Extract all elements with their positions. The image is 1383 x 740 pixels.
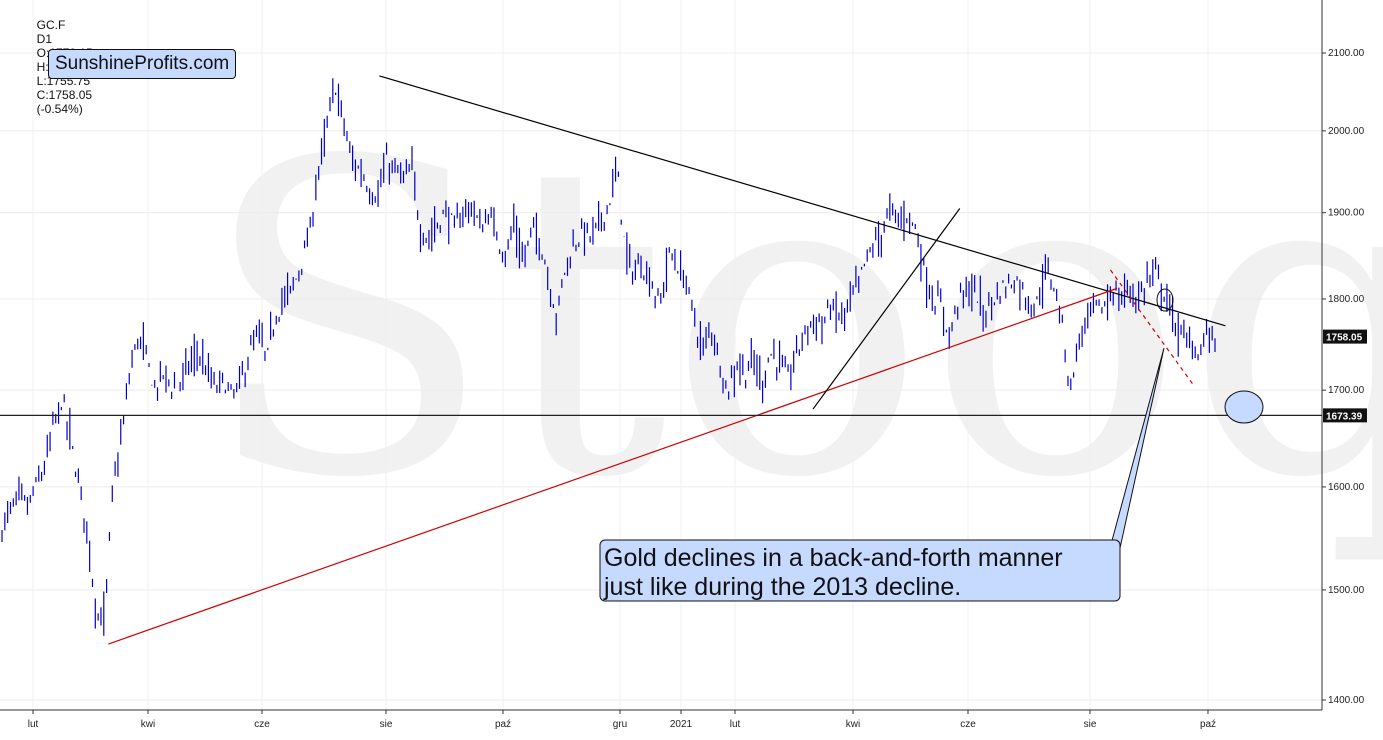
y-axis: 2100.00 2000.00 1900.00 1800.00 1700.00 1600.… [1321, 0, 1367, 710]
resistance-trendline [379, 75, 1226, 327]
y-tick-label: 1700.00 [1328, 385, 1365, 396]
y-tick-label: 1900.00 [1328, 208, 1365, 219]
short-uptrend-line [812, 208, 961, 410]
level-price-label-box [1323, 408, 1367, 423]
annotation-line-2: just like during the 2013 decline. [603, 573, 961, 601]
x-tick-label: cze [960, 719, 976, 730]
x-tick-label: lut [730, 719, 741, 730]
x-tick-label: cze [254, 719, 270, 730]
small-ellipse-marker [1156, 288, 1174, 312]
trend-lines [0, 75, 1322, 645]
change-value: (-0.54%) [36, 102, 83, 116]
brand-label: SunshineProfits.com [48, 49, 237, 79]
x-axis: lut kwi cze sie paź gru 2021 lut kwi cze sie paź [0, 709, 1322, 730]
x-tick-label: gru [613, 719, 627, 730]
y-tick-label: 1600.00 [1328, 482, 1365, 493]
y-tick-label: 2100.00 [1328, 48, 1365, 59]
annotation-line-1: Gold declines in a back-and-forth manner [604, 544, 1063, 572]
x-tick-label: sie [1084, 719, 1097, 730]
annotation-callout: Gold declines in a back-and-forth manner… [599, 347, 1165, 602]
y-tick-label: 1800.00 [1328, 294, 1365, 305]
level-price-label: 1673.39 [1326, 411, 1363, 422]
x-tick-label: sie [380, 719, 393, 730]
last-price-label: 1758.05 [1326, 333, 1363, 344]
x-tick-label: kwi [141, 719, 155, 730]
last-price-label-box [1323, 329, 1367, 344]
interval-label: D1 [36, 32, 53, 46]
symbol-label: GC.F [36, 18, 66, 32]
y-tick-label: 1400.00 [1328, 695, 1365, 706]
target-ellipse [1224, 390, 1264, 424]
price-bars [1, 78, 1216, 636]
x-tick-label: kwi [846, 719, 860, 730]
close-value: C:1758.05 [36, 88, 93, 102]
x-tick-label: paź [1200, 719, 1216, 730]
y-tick-label: 2000.00 [1328, 126, 1365, 137]
y-tick-label: 1500.00 [1328, 585, 1365, 596]
watermark-text: Stooq [200, 72, 1383, 572]
support-trendline [108, 287, 1118, 645]
x-tick-label: paź [495, 719, 511, 730]
x-tick-label: lut [28, 719, 39, 730]
callout-box [599, 539, 1121, 602]
x-tick-label: 2021 [670, 719, 693, 730]
